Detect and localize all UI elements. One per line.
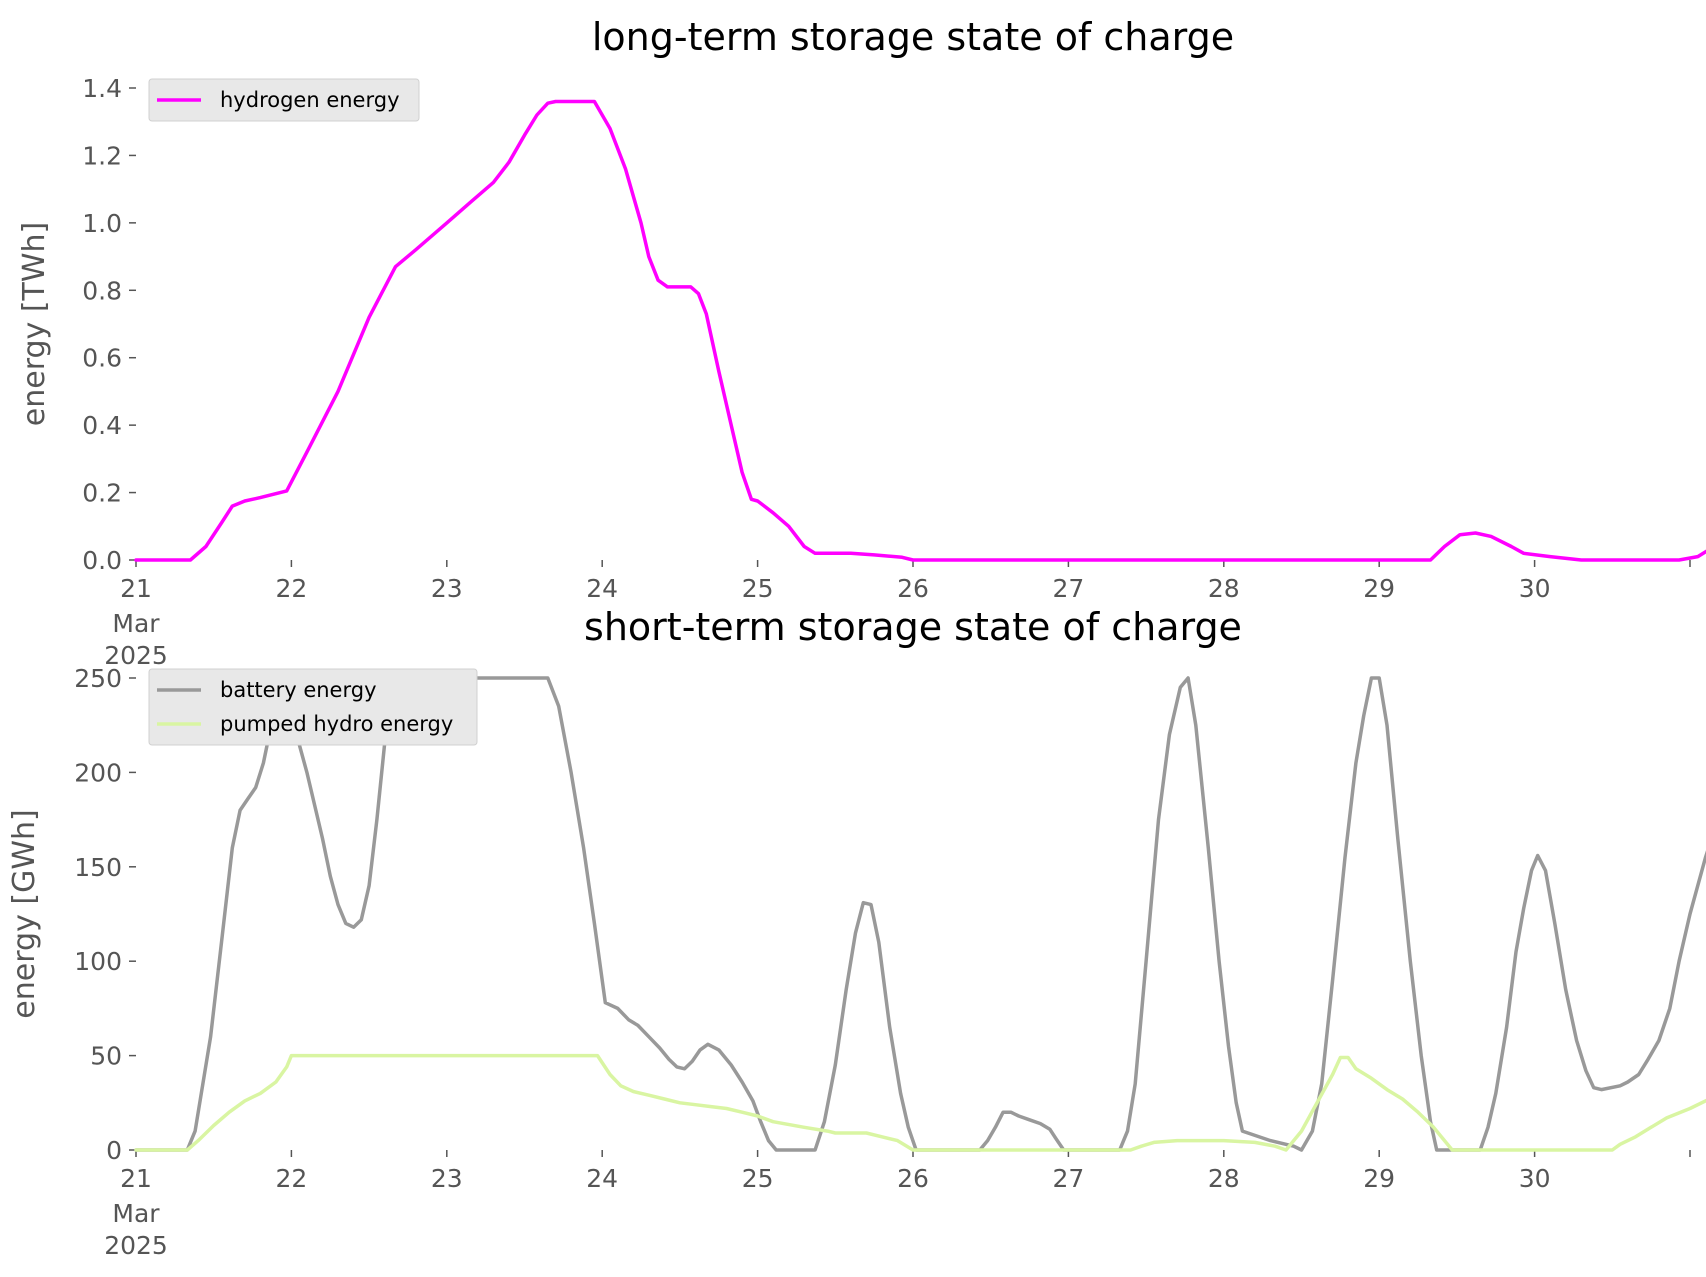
x-tick-label: 27 [1052,1164,1084,1193]
x-tick-sublabel: 2025 [104,641,168,670]
short-term-storage-plot: short-term storage state of charge energy… [7,605,1706,1260]
x-tick-sublabel: 2025 [104,1231,168,1260]
x-tick-label: 26 [897,574,929,603]
y-tick-label: 0 [106,1136,122,1165]
x-tick-label: 25 [742,1164,774,1193]
y-tick-label: 0.0 [82,546,122,575]
series-line-pumped-hydro-energy [134,1053,1706,1152]
x-tick-label: 24 [586,1164,618,1193]
legend-label: battery energy [220,678,377,702]
y-tick-label: 1.2 [82,141,122,170]
y-tick-label: 1.4 [82,74,122,103]
y-tick-label: 0.8 [82,276,122,305]
long-term-storage-plot: long-term storage state of charge energy … [17,15,1706,670]
chart-title: short-term storage state of charge [584,605,1242,649]
x-tick-label: 25 [742,574,774,603]
x-tick-label: 22 [275,1164,307,1193]
y-tick-label: 150 [74,853,122,882]
chart-title: long-term storage state of charge [592,15,1234,59]
y-tick-label: 100 [74,947,122,976]
x-tick-label: 27 [1052,574,1084,603]
x-tick-label: 21 [120,1164,152,1193]
legend-box [148,668,478,746]
x-tick-label: 28 [1208,574,1240,603]
x-tick-sublabel: Mar [112,1199,160,1228]
legend: battery energy pumped hydro energy [148,668,478,746]
y-tick-label: 50 [90,1042,122,1071]
x-tick-label: 26 [897,1164,929,1193]
series-line-hydrogen-energy [134,99,1706,562]
x-tick-label: 24 [586,574,618,603]
y-axis-label: energy [TWh] [17,222,52,426]
legend-box [148,78,420,122]
y-tick-label: 200 [74,758,122,787]
x-tick-label: 29 [1363,574,1395,603]
x-tick-label: 30 [1519,1164,1551,1193]
legend: hydrogen energy [148,78,420,122]
y-tick-label: 1.0 [82,209,122,238]
y-tick-label: 0.2 [82,479,122,508]
x-tick-label: 28 [1208,1164,1240,1193]
x-tick-label: 23 [431,1164,463,1193]
y-axis-label: energy [GWh] [7,809,42,1018]
legend-label: hydrogen energy [220,88,400,112]
x-tick-label: 22 [275,574,307,603]
x-tick-label: 23 [431,574,463,603]
y-tick-label: 0.6 [82,344,122,373]
x-tick-label: 29 [1363,1164,1395,1193]
y-tick-label: 250 [74,664,122,693]
legend-label: pumped hydro energy [220,712,453,736]
x-tick-sublabel: Mar [112,609,160,638]
series-line-battery-energy [134,676,1706,1152]
x-tick-label: 30 [1519,574,1551,603]
y-tick-label: 0.4 [82,411,122,440]
x-tick-label: 21 [120,574,152,603]
